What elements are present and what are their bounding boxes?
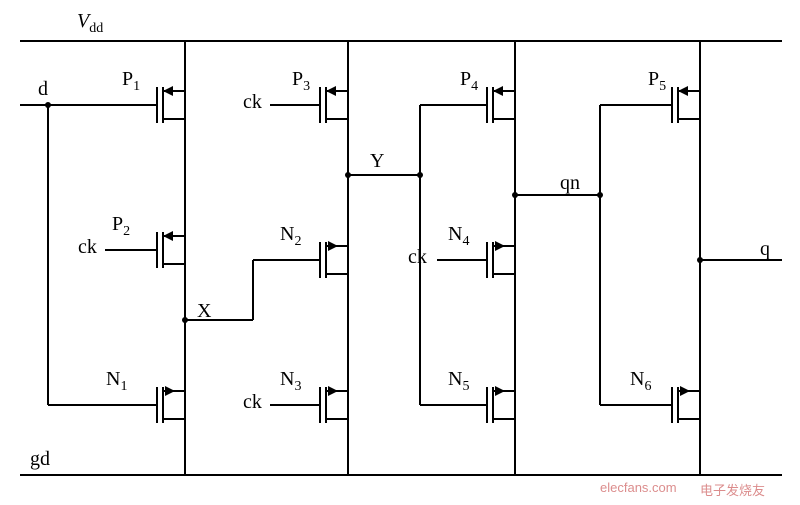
n2-label: N2: [280, 223, 301, 250]
qn-label: qn: [560, 172, 580, 195]
n4-label: N4: [448, 223, 469, 250]
p2-label: P2: [112, 213, 130, 240]
p3-label: P3: [292, 68, 310, 95]
watermark-2: 电子发烧友: [700, 480, 765, 499]
n3-label: N3: [280, 368, 301, 395]
d-label: d: [38, 78, 48, 101]
circuit-schematic: [0, 0, 800, 505]
ck-label-n4: ck: [408, 246, 427, 269]
ck-label-p3: ck: [243, 91, 262, 114]
ck-label-p2: ck: [78, 236, 97, 259]
p4-label: P4: [460, 68, 478, 95]
watermark-1: elecfans.com: [600, 480, 677, 495]
ck-label-n3: ck: [243, 391, 262, 414]
n1-label: N1: [106, 368, 127, 395]
gd-label: gd: [30, 448, 50, 471]
vdd-label: Vdd: [77, 10, 103, 37]
x-node-label: X: [197, 300, 211, 323]
p1-label: P1: [122, 68, 140, 95]
q-label: q: [760, 238, 770, 261]
n6-label: N6: [630, 368, 651, 395]
n5-label: N5: [448, 368, 469, 395]
y-node-label: Y: [370, 150, 384, 173]
p5-label: P5: [648, 68, 666, 95]
